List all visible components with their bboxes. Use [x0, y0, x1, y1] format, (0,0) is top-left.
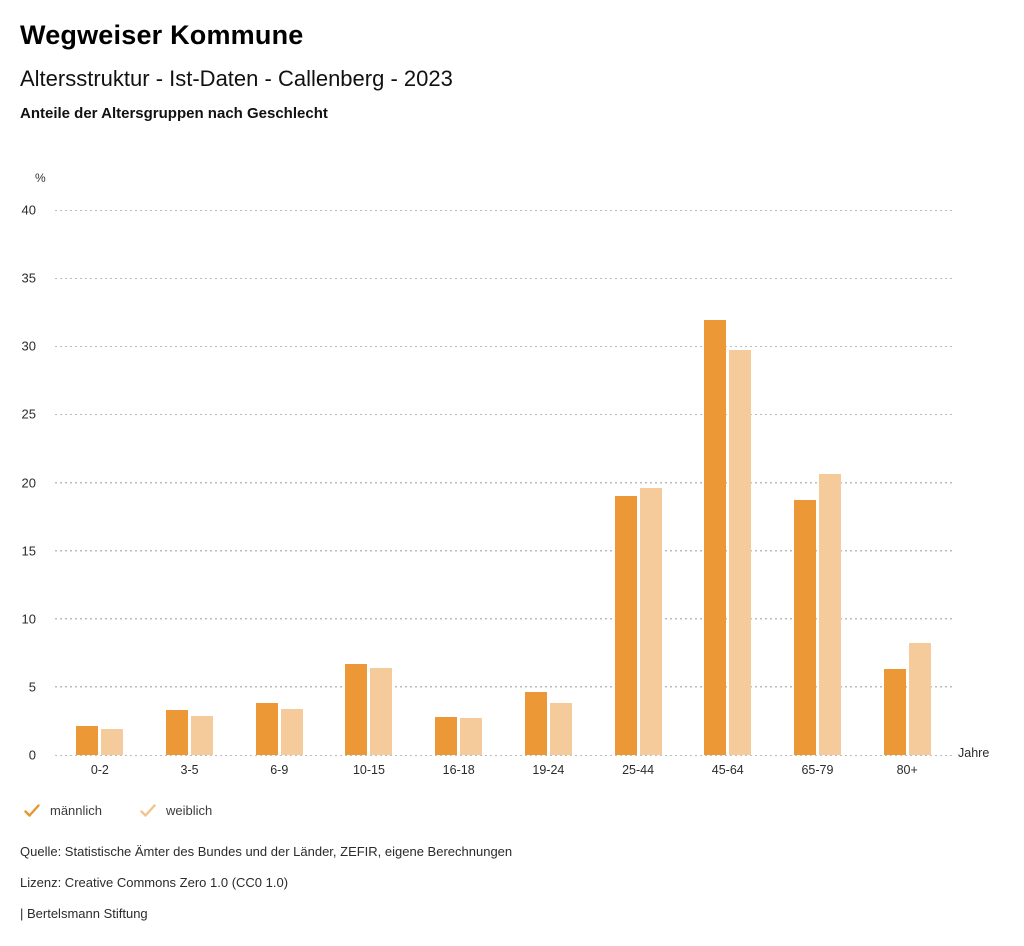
bar-weiblich-0-2 — [101, 729, 124, 755]
bar-group-65-79 — [773, 210, 863, 755]
y-tick-label-25: 25 — [21, 406, 36, 422]
bar-männlich-45-64 — [704, 320, 727, 755]
bar-group-45-64 — [683, 210, 773, 755]
plot-area — [55, 209, 952, 756]
attribution-note: | Bertelsmann Stiftung — [20, 906, 148, 921]
x-tick-label-45-64: 45-64 — [711, 763, 744, 777]
bar-weiblich-6-9 — [280, 708, 303, 755]
y-tick-label-40: 40 — [21, 202, 36, 218]
gridline-25 — [55, 413, 952, 416]
bar-weiblich-80+ — [908, 643, 931, 755]
bar-weiblich-10-15 — [370, 667, 393, 755]
bar-weiblich-65-79 — [818, 474, 841, 755]
source-note: Quelle: Statistische Ämter des Bundes un… — [20, 844, 513, 859]
bar-männlich-3-5 — [166, 710, 189, 755]
bar-männlich-25-44 — [614, 496, 637, 755]
y-axis-unit-label: % — [35, 171, 46, 185]
license-note: Lizenz: Creative Commons Zero 1.0 (CC0 1… — [20, 875, 289, 890]
legend-item-weiblich[interactable]: weiblich — [140, 803, 212, 818]
bar-group-25-44 — [593, 210, 683, 755]
legend: männlich weiblich — [24, 803, 212, 818]
y-tick-label-0: 0 — [28, 747, 36, 763]
x-axis-unit-label: Jahre — [958, 746, 990, 760]
bar-weiblich-45-64 — [729, 350, 752, 755]
gridline-35 — [55, 277, 952, 280]
bar-männlich-6-9 — [255, 703, 278, 755]
bar-männlich-0-2 — [76, 726, 99, 755]
bar-group-16-18 — [414, 210, 504, 755]
bar-group-19-24 — [504, 210, 594, 755]
gridline-20 — [55, 481, 952, 484]
bar-männlich-65-79 — [793, 500, 816, 755]
x-tick-label-65-79: 65-79 — [801, 763, 834, 777]
gridline-0 — [55, 754, 952, 756]
bar-group-10-15 — [324, 210, 414, 755]
legend-item-männlich[interactable]: männlich — [24, 803, 102, 818]
y-tick-label-20: 20 — [21, 475, 36, 490]
y-tick-label-10: 10 — [21, 611, 36, 627]
bar-weiblich-3-5 — [191, 715, 214, 755]
y-tick-label-5: 5 — [28, 679, 36, 695]
y-tick-label-15: 15 — [21, 543, 36, 559]
gridline-30 — [55, 345, 952, 348]
x-tick-label-16-18: 16-18 — [442, 763, 475, 777]
x-tick-label-10-15: 10-15 — [352, 763, 385, 777]
gridline-15 — [55, 549, 952, 552]
bar-group-3-5 — [145, 210, 235, 755]
bar-group-80+ — [862, 210, 952, 755]
x-tick-label-19-24: 19-24 — [532, 763, 565, 777]
x-tick-label-80+: 80+ — [896, 763, 918, 777]
legend-label-männlich: männlich — [50, 803, 103, 818]
x-tick-label-6-9: 6-9 — [270, 763, 289, 777]
x-tick-label-0-2: 0-2 — [90, 763, 109, 777]
x-axis: 0-2 3-5 6-9 10-15 16-18 19-24 25-44 45-64 65-79 8… — [55, 763, 952, 777]
bar-männlich-19-24 — [524, 692, 547, 755]
bar-group-0-2 — [55, 210, 145, 755]
bar-männlich-80+ — [883, 669, 906, 755]
y-tick-label-35: 35 — [21, 270, 36, 286]
check-icon — [140, 803, 156, 817]
bar-männlich-10-15 — [345, 663, 368, 755]
x-tick-label-3-5: 3-5 — [180, 763, 199, 777]
legend-label-weiblich: weiblich — [166, 803, 213, 818]
chart-caption: Anteile der Altersgruppen nach Geschlech… — [20, 105, 328, 122]
gridline-10 — [55, 617, 952, 620]
gridline-5 — [55, 685, 952, 688]
y-axis: 0 5 10 15 20 25 30 35 40 — [0, 203, 36, 763]
bar-columns — [55, 210, 952, 755]
x-tick-label-25-44: 25-44 — [622, 763, 655, 777]
bar-group-6-9 — [234, 210, 324, 755]
gridline-40 — [55, 209, 952, 211]
bar-männlich-16-18 — [435, 716, 458, 755]
y-tick-label-30: 30 — [21, 338, 36, 354]
bar-weiblich-16-18 — [460, 718, 483, 755]
bar-weiblich-25-44 — [639, 487, 662, 755]
chart-subtitle: Altersstruktur - Ist-Daten - Callenberg … — [20, 66, 453, 91]
page-title: Wegweiser Kommune — [20, 20, 304, 50]
check-icon — [24, 803, 40, 817]
bar-weiblich-19-24 — [549, 703, 572, 755]
